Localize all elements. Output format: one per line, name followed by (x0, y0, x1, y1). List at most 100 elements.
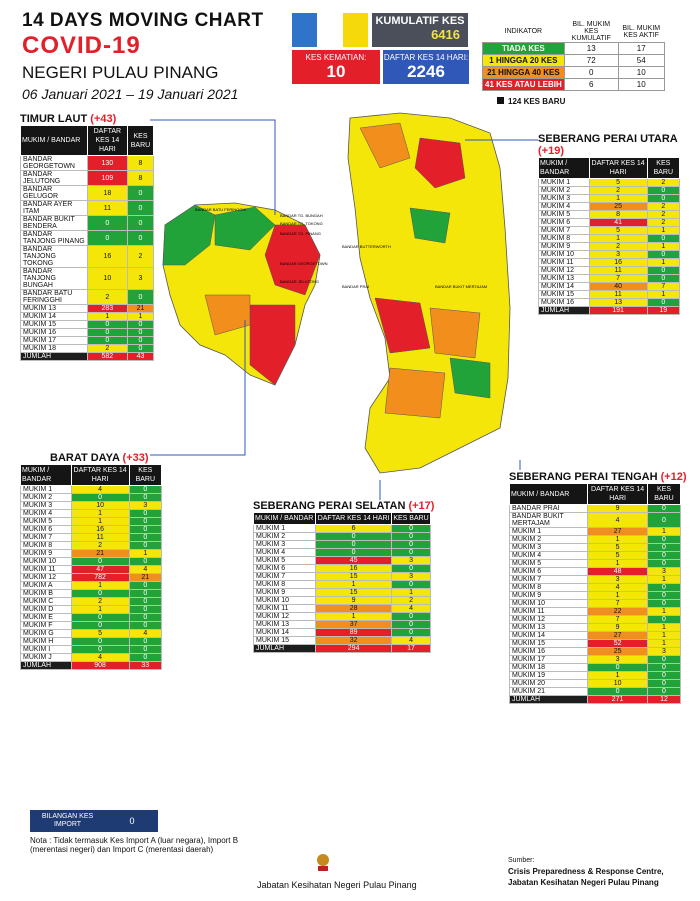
table-row: MUKIM 13 7 0 (538, 274, 681, 283)
table-row: MUKIM 14 89 0 (252, 628, 431, 637)
cases-14d: 0 (86, 230, 129, 246)
new-cases: 0 (127, 200, 154, 216)
cases-14d: 0 (70, 637, 130, 646)
new-cases: 2 (127, 245, 154, 268)
mukim-name: MUKIM G (20, 629, 72, 638)
column-header: KES BARU (391, 512, 431, 525)
cases-14d: 11 (86, 200, 129, 216)
column-header: KES BARU (127, 125, 154, 156)
cases-14d: 5 (587, 551, 648, 560)
section-sps: SEBERANG PERAI SELATAN (+17) MUKIM / BAN… (252, 500, 434, 653)
mainland-red-north (414, 137, 466, 189)
new-cases: 0 (647, 504, 681, 513)
new-cases: 0 (647, 551, 681, 560)
total-value: 12 (647, 695, 681, 704)
new-cases: 21 (127, 304, 154, 313)
mainland-orange-south (384, 367, 446, 419)
mukim-name: MUKIM D (20, 605, 72, 614)
new-cases: 0 (128, 621, 163, 630)
map-label-prai: BANDAR PRAI (342, 284, 369, 289)
total-value: 191 (588, 306, 648, 315)
section-timur-laut: TIMUR LAUT (+43) MUKIM / BANDAR DAFTAR KE… (20, 113, 154, 361)
table-row: BANDAR GEORGETOWN 130 8 (20, 155, 154, 171)
cases-14d: 0 (86, 336, 129, 345)
mukim-name: MUKIM 1 (538, 178, 590, 187)
table-row: MUKIM 12 1 0 (252, 612, 431, 621)
new-cases: 0 (128, 653, 163, 662)
mukim-name: MUKIM 16 (20, 328, 88, 337)
cases-14d: 5 (70, 629, 130, 638)
new-cases: 0 (391, 580, 431, 589)
table-row: MUKIM 20 10 0 (508, 679, 681, 688)
mukim-name: MUKIM 4 (252, 548, 317, 557)
cases-14d: 32 (315, 636, 393, 645)
note-text: Nota : Tidak termasuk Kes Import A (luar… (30, 836, 239, 854)
mukim-name: MUKIM 1 (252, 524, 317, 533)
cases-14d: 16 (70, 525, 130, 534)
cases-14d: 0 (587, 687, 648, 696)
footer-sumber-1: Crisis Preparedness & Response Centre, (508, 867, 664, 876)
mukim-name: MUKIM 3 (538, 194, 590, 203)
connector-barat-daya (150, 320, 246, 456)
import-value: 0 (129, 816, 135, 826)
mukim-name: MUKIM 1 (508, 527, 589, 536)
table-row: BANDAR JELUTONG 109 8 (20, 170, 154, 186)
total-value: 19 (646, 306, 681, 315)
mukim-name: MUKIM 15 (20, 320, 88, 329)
section-barat-daya: BARAT DAYA (+33) MUKIM / BANDAR DAFTAR KE… (20, 452, 163, 670)
table-sps: MUKIM / BANDAR DAFTAR KES 14 HARI KES BARU… (252, 512, 431, 653)
connector-timur-laut (150, 119, 276, 215)
table-row: MUKIM 17 3 0 (508, 655, 681, 664)
legend-cum: 6 (563, 78, 619, 91)
table-row: MUKIM 6 41 2 (538, 218, 681, 227)
cases-14d: 109 (86, 170, 129, 186)
island-green-region-2 (214, 206, 276, 251)
mukim-name: MUKIM 13 (508, 623, 589, 632)
cases-14d: 2 (70, 541, 130, 550)
mukim-name: MUKIM 13 (538, 274, 590, 283)
total-row: JUMLAH 191 19 (538, 306, 681, 315)
cases-14d: 3 (587, 655, 648, 664)
table-row: MUKIM 10 7 0 (508, 599, 681, 608)
cases-14d: 16 (588, 258, 648, 267)
import-box: BILANGAN KES IMPORT 0 (30, 810, 158, 832)
new-cases: 0 (128, 605, 163, 614)
table-row: MUKIM 13 37 0 (252, 620, 431, 629)
table-row: BANDAR BUKIT BENDERA 0 0 (20, 215, 154, 231)
map-label-jelutong: BANDAR JELUTONG (280, 279, 319, 284)
new-cases: 0 (127, 328, 154, 337)
kumulatif-box: KUMULATIF KES 6416 (372, 13, 468, 47)
new-cases: 1 (646, 242, 681, 251)
total-label: JUMLAH (538, 306, 590, 315)
mukim-name: MUKIM 10 (538, 250, 590, 259)
table-row: MUKIM 17 0 0 (20, 336, 154, 345)
cases-14d: 2 (588, 186, 648, 195)
new-cases: 0 (391, 540, 431, 549)
mukim-name: MUKIM 5 (20, 517, 72, 526)
cases-14d: 0 (86, 320, 129, 329)
mukim-name: MUKIM 4 (20, 509, 72, 518)
mukim-name: MUKIM 5 (252, 556, 317, 565)
table-row: MUKIM 1 27 1 (508, 527, 681, 536)
mukim-name: MUKIM E (20, 613, 72, 622)
new-cases: 1 (647, 639, 681, 648)
map-label-tg-tokong: BANDAR TG. TOKONG (280, 221, 323, 226)
new-cases: 0 (128, 493, 163, 502)
mukim-name: BANDAR PRAI (508, 504, 589, 513)
new-cases: 0 (127, 336, 154, 345)
mukim-name: MUKIM 5 (538, 210, 590, 219)
column-header: DAFTAR KES 14 HARI (70, 464, 130, 486)
table-spu: MUKIM / BANDAR DAFTAR KES 14 HARI KES BARU… (538, 157, 681, 315)
cases-14d: 5 (588, 178, 648, 187)
table-row: MUKIM 9 21 1 (20, 549, 163, 558)
cases-14d: 89 (315, 628, 393, 637)
new-cases: 0 (647, 583, 681, 592)
